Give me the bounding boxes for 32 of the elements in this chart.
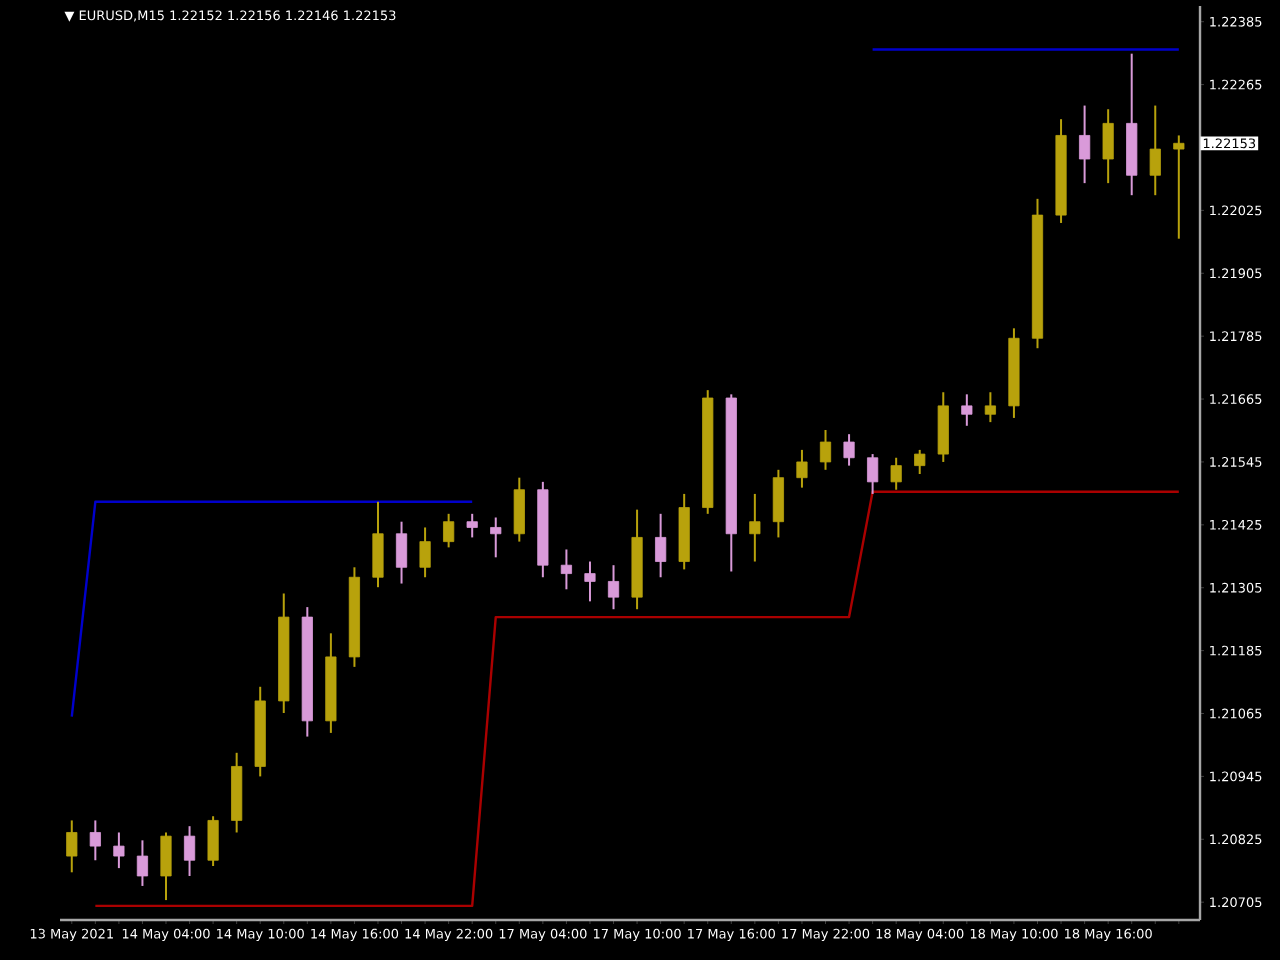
candlestick <box>584 560 596 603</box>
candlestick <box>796 448 808 489</box>
candlestick <box>961 393 973 427</box>
candlestick <box>395 520 408 585</box>
candlestick <box>372 500 384 589</box>
candlestick <box>136 839 149 887</box>
candlestick <box>66 819 78 874</box>
candlestick <box>183 825 196 877</box>
candlestick <box>867 453 879 495</box>
candlestick <box>89 819 101 862</box>
candlestick <box>843 433 855 467</box>
candlestick <box>984 391 996 424</box>
candlestick <box>1102 108 1114 185</box>
candlestick <box>772 468 784 539</box>
candlestick <box>655 512 667 579</box>
candlestick <box>890 456 902 491</box>
candlestick <box>160 831 172 902</box>
candlestick <box>914 448 926 475</box>
candlestick <box>207 815 219 868</box>
candlestick <box>419 526 431 579</box>
candlestick <box>607 564 620 611</box>
candlestick <box>1079 104 1091 185</box>
candlestick <box>113 831 125 870</box>
candlestick <box>1149 104 1161 197</box>
candlestick <box>466 512 478 539</box>
candlestick <box>749 492 761 563</box>
candlestick <box>1173 134 1185 240</box>
candlestick <box>513 476 525 543</box>
candlestick <box>443 512 455 549</box>
candlestick <box>490 516 502 559</box>
candlestick <box>560 548 572 591</box>
candlestick <box>819 428 832 471</box>
